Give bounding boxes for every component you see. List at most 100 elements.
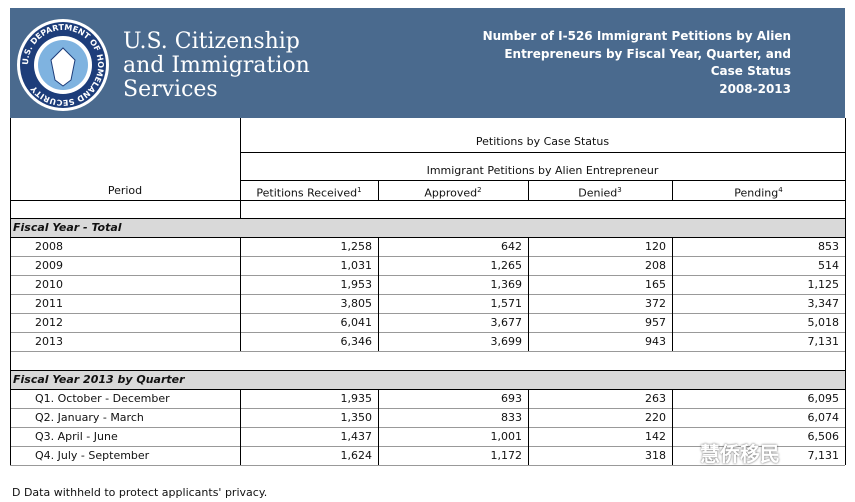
rule xyxy=(10,351,845,352)
rule xyxy=(10,313,845,314)
column-label: Petitions Received xyxy=(256,186,358,200)
rule xyxy=(378,389,379,465)
row-label: 2008 xyxy=(35,240,63,253)
agency-name: Services xyxy=(123,77,218,102)
group-header: Petitions by Case Status xyxy=(475,135,610,148)
cell: 208 xyxy=(645,259,666,272)
rule xyxy=(240,180,845,181)
cell: 1,369 xyxy=(490,278,523,291)
rule xyxy=(378,180,379,200)
rule xyxy=(240,237,241,351)
cell: 3,347 xyxy=(807,297,840,310)
rule xyxy=(528,180,529,200)
section-row xyxy=(10,218,845,237)
rule xyxy=(10,200,845,201)
cell: 1,935 xyxy=(340,392,373,405)
cell: 1,265 xyxy=(490,259,523,272)
cell: 514 xyxy=(818,259,839,272)
cell: 6,074 xyxy=(807,411,840,424)
section-row xyxy=(10,370,845,389)
column-header: Approved2 xyxy=(378,181,528,203)
footnote-ref: 2 xyxy=(477,186,482,194)
watermark: 慧侨移民 xyxy=(700,442,780,466)
rule xyxy=(10,465,845,466)
agency-name: and Immigration xyxy=(123,53,310,78)
cell: 1,258 xyxy=(340,240,373,253)
cell: 3,805 xyxy=(340,297,373,310)
column-header: Pending4 xyxy=(672,181,845,203)
agency-name: U.S. Citizenship xyxy=(123,29,300,54)
column-label: Pending xyxy=(734,186,779,200)
rule xyxy=(10,332,845,333)
footnote: D Data withheld to protect applicants' p… xyxy=(12,486,268,499)
rule xyxy=(672,180,673,200)
cell: 642 xyxy=(501,240,522,253)
cell: 1,953 xyxy=(340,278,373,291)
row-label: Q4. July - September xyxy=(35,449,150,462)
rule xyxy=(528,389,529,465)
rule xyxy=(10,446,845,447)
rule xyxy=(845,118,846,465)
cell: 1,350 xyxy=(340,411,373,424)
row-label: 2011 xyxy=(35,297,63,310)
rule xyxy=(10,275,845,276)
cell: 6,506 xyxy=(807,430,840,443)
rule xyxy=(378,237,379,351)
row-label: 2012 xyxy=(35,316,63,329)
cell: 6,346 xyxy=(340,335,373,348)
cell: 263 xyxy=(645,392,666,405)
row-label: Q1. October - December xyxy=(35,392,170,405)
cell: 142 xyxy=(645,430,666,443)
cell: 220 xyxy=(645,411,666,424)
rule xyxy=(10,370,845,371)
cell: 833 xyxy=(501,411,522,424)
period-header: Period xyxy=(107,184,143,197)
rule xyxy=(672,389,673,465)
cell: 5,018 xyxy=(807,316,840,329)
cell: 3,699 xyxy=(490,335,523,348)
rule xyxy=(10,408,845,409)
rule xyxy=(10,389,845,390)
rule xyxy=(528,237,529,351)
rule xyxy=(10,294,845,295)
rule xyxy=(10,427,845,428)
section-title: Fiscal Year - Total xyxy=(13,221,122,234)
cell: 853 xyxy=(818,240,839,253)
cell: 1,125 xyxy=(807,278,840,291)
cell: 120 xyxy=(645,240,666,253)
report-title: Entrepreneurs by Fiscal Year, Quarter, a… xyxy=(504,46,791,61)
cell: 3,677 xyxy=(490,316,523,329)
cell: 1,172 xyxy=(490,449,523,462)
rule xyxy=(10,256,845,257)
cell: 1,031 xyxy=(340,259,373,272)
rule xyxy=(10,237,845,238)
footnote-ref: 4 xyxy=(778,186,783,194)
rule xyxy=(240,389,241,465)
section-title: Fiscal Year 2013 by Quarter xyxy=(13,373,185,386)
report-title: Case Status xyxy=(710,64,791,78)
report-title: Number of I-526 Immigrant Petitions by A… xyxy=(482,29,791,43)
row-label: 2010 xyxy=(35,278,63,291)
header-band xyxy=(10,8,845,118)
cell: 372 xyxy=(645,297,666,310)
row-label: 2013 xyxy=(35,335,63,348)
rule xyxy=(672,237,673,351)
cell: 1,001 xyxy=(490,430,523,443)
cell: 1,437 xyxy=(340,430,373,443)
rule xyxy=(240,118,241,218)
rule xyxy=(10,118,11,465)
cell: 7,131 xyxy=(807,449,840,462)
row-label: Q3. April - June xyxy=(35,430,118,443)
cell: 1,571 xyxy=(490,297,523,310)
report-title: 2008-2013 xyxy=(719,81,791,96)
cell: 943 xyxy=(645,335,666,348)
seal: U.S. DEPARTMENT OF HOMELAND SECURITY xyxy=(17,19,109,111)
column-label: Denied xyxy=(578,186,618,200)
subgroup-header: Immigrant Petitions by Alien Entrepreneu… xyxy=(426,164,659,177)
rule xyxy=(240,152,845,153)
cell: 1,624 xyxy=(340,449,373,462)
column-header: Denied3 xyxy=(528,181,672,203)
footnote-ref: 3 xyxy=(617,186,622,194)
cell: 693 xyxy=(501,392,522,405)
